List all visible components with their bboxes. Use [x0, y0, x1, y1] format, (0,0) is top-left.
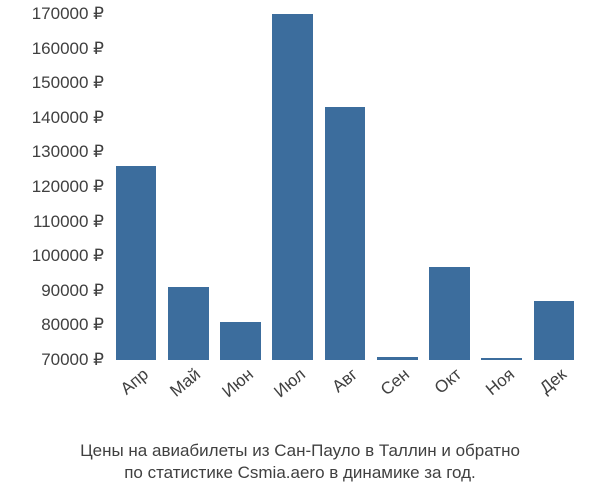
- chart-caption: Цены на авиабилеты из Сан-Пауло в Таллин…: [0, 440, 600, 484]
- bar: [272, 14, 313, 360]
- plot-area: 70000 ₽80000 ₽90000 ₽100000 ₽110000 ₽120…: [110, 14, 580, 360]
- y-axis-tick: 170000 ₽: [32, 4, 110, 24]
- y-axis-tick: 100000 ₽: [32, 246, 110, 266]
- x-axis-tick: Ноя: [478, 360, 518, 400]
- bar: [168, 287, 209, 360]
- y-axis-tick: 130000 ₽: [32, 142, 110, 162]
- y-axis-tick: 160000 ₽: [32, 39, 110, 59]
- y-axis-tick: 90000 ₽: [41, 281, 110, 301]
- x-axis-tick: Окт: [427, 360, 466, 398]
- bar: [116, 166, 157, 360]
- y-axis-tick: 120000 ₽: [32, 177, 110, 197]
- bar: [325, 107, 366, 360]
- bar: [220, 322, 261, 360]
- x-axis-tick: Дек: [532, 360, 570, 398]
- y-axis-tick: 80000 ₽: [41, 315, 110, 335]
- bar: [534, 301, 575, 360]
- bar: [429, 267, 470, 360]
- x-axis-tick: Сен: [373, 360, 414, 400]
- x-axis-tick: Июл: [266, 360, 309, 402]
- y-axis-tick: 110000 ₽: [33, 212, 110, 232]
- y-axis-tick: 70000 ₽: [41, 350, 110, 370]
- y-axis-tick: 150000 ₽: [32, 73, 110, 93]
- x-axis-tick: Май: [163, 360, 205, 401]
- x-axis-tick: Авг: [325, 360, 362, 397]
- x-axis-tick: Июн: [214, 360, 257, 402]
- y-axis-tick: 140000 ₽: [32, 108, 110, 128]
- price-bar-chart: 70000 ₽ 80000 ₽ 90000 ₽ 100000 ₽ 110000 ₽ 120…: [0, 0, 600, 500]
- x-axis-tick: Апр: [113, 360, 153, 399]
